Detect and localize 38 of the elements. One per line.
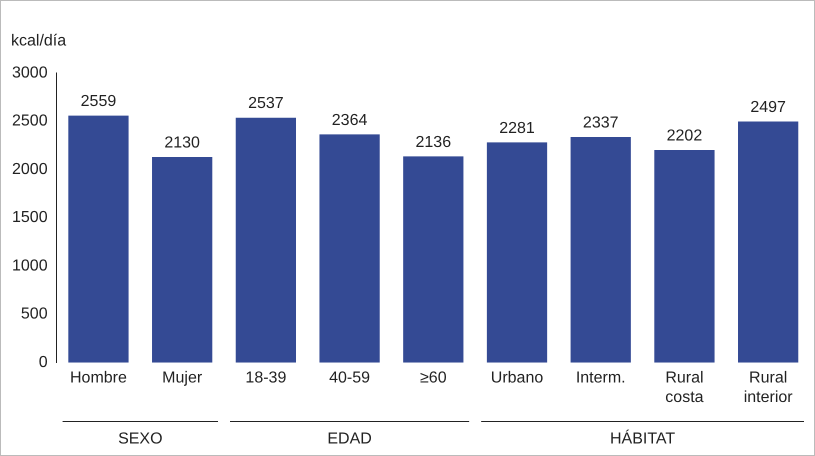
x-tick-label: Urbano bbox=[490, 370, 544, 387]
data-label: 2202 bbox=[666, 127, 702, 144]
y-tick-label: 1000 bbox=[12, 257, 48, 274]
x-tick-label: Interm. bbox=[576, 370, 626, 387]
x-tick-label: ≥60 bbox=[420, 370, 447, 387]
bar bbox=[403, 156, 464, 363]
x-tick-label: 18-39 bbox=[245, 370, 286, 387]
y-tick-label: 3000 bbox=[12, 64, 48, 82]
bar bbox=[486, 142, 548, 363]
text: EDAD bbox=[327, 430, 372, 448]
bar bbox=[319, 134, 380, 363]
data-label: 2497 bbox=[750, 98, 786, 116]
bar bbox=[236, 118, 296, 363]
data-label: 2337 bbox=[582, 114, 619, 132]
text: SEXO bbox=[118, 430, 163, 448]
bar bbox=[738, 122, 798, 363]
data-label: 2136 bbox=[416, 134, 452, 151]
x-tick-label: Rural costa bbox=[665, 370, 704, 406]
data-label: 2537 bbox=[248, 95, 284, 112]
y-tick-label: 2500 bbox=[12, 112, 48, 130]
y-tick-label: 0 bbox=[38, 354, 48, 372]
y-tick-label: 1500 bbox=[12, 209, 48, 226]
data-label: 2559 bbox=[80, 92, 116, 110]
x-tick-label: 40-59 bbox=[329, 370, 370, 387]
bar bbox=[654, 150, 715, 363]
bar bbox=[570, 137, 631, 363]
x-tick-label: Mujer bbox=[162, 370, 203, 387]
y-axis-title: kcal/día bbox=[11, 32, 66, 50]
data-label: 2130 bbox=[164, 134, 200, 152]
data-label: 2364 bbox=[332, 112, 368, 129]
bar bbox=[152, 156, 212, 363]
x-tick-label: Hombre bbox=[70, 370, 128, 387]
y-tick-label: 500 bbox=[20, 306, 48, 323]
text: HÁBITAT bbox=[610, 429, 676, 448]
bar bbox=[68, 116, 129, 363]
data-label: 2281 bbox=[499, 120, 535, 137]
y-tick-label: 2000 bbox=[12, 160, 48, 178]
x-tick-label: Rural interior bbox=[744, 370, 794, 406]
